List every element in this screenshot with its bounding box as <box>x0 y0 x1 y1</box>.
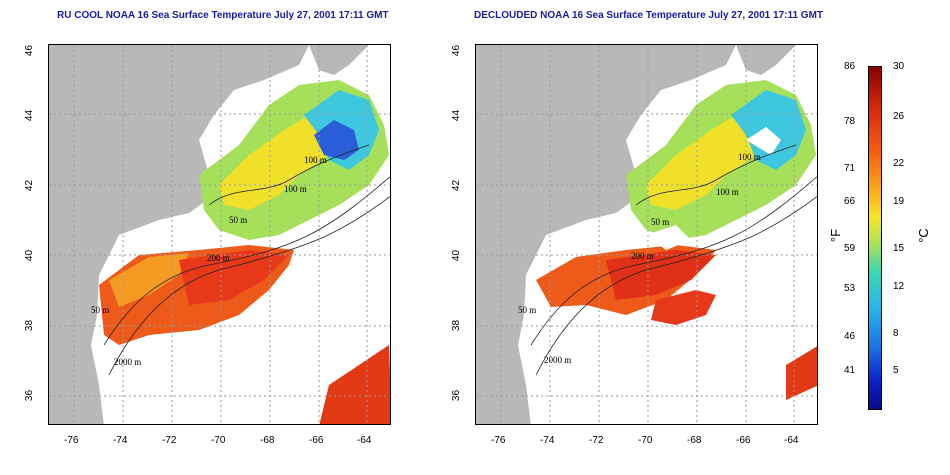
celsius-tick: 8 <box>893 328 899 339</box>
contour-label: 2000 m <box>114 357 141 367</box>
left-lon-tick: -70 <box>211 435 226 446</box>
fahrenheit-tick: 78 <box>844 116 856 127</box>
left-lon-tick: -64 <box>357 435 372 446</box>
right-lat-tick: 44 <box>451 109 463 122</box>
contour-label: 50 m <box>91 305 109 315</box>
left-lat-tick: 38 <box>24 319 36 332</box>
fahrenheit-tick: 86 <box>844 61 856 72</box>
right-lon-tick: -64 <box>784 435 799 446</box>
right-lon-tick: -66 <box>736 435 751 446</box>
right-lat-tick: 46 <box>451 44 463 57</box>
fahrenheit-tick: 71 <box>844 163 856 174</box>
left-map-panel: 100 m 100 m 50 m 200 m 50 m 2000 m <box>48 44 391 425</box>
fahrenheit-tick: 59 <box>844 243 856 254</box>
fahrenheit-tick: 41 <box>844 365 856 376</box>
contour-label: 100 m <box>284 184 307 194</box>
temperature-colorbar <box>868 66 882 410</box>
celsius-tick: 22 <box>893 158 905 169</box>
contour-label: 100 m <box>716 187 739 197</box>
contour-label: 50 m <box>229 215 247 225</box>
right-lat-tick: 38 <box>451 319 463 332</box>
left-lon-tick: -66 <box>309 435 324 446</box>
left-lon-tick: -74 <box>113 435 128 446</box>
right-lon-tick: -68 <box>687 435 702 446</box>
left-lat-tick: 44 <box>24 109 36 122</box>
left-lat-tick: 40 <box>24 249 36 262</box>
contour-label: 100 m <box>304 155 327 165</box>
fahrenheit-unit-label: °F <box>828 228 844 243</box>
contour-label: 2000 m <box>544 355 571 365</box>
right-lat-tick: 42 <box>451 179 463 192</box>
right-lat-tick: 36 <box>451 389 463 402</box>
right-lon-tick: -74 <box>540 435 555 446</box>
left-lat-tick: 36 <box>24 389 36 402</box>
celsius-unit-label: °C <box>915 228 931 243</box>
left-lat-tick: 46 <box>24 44 36 57</box>
celsius-tick: 19 <box>893 196 905 207</box>
right-lat-tick: 40 <box>451 249 463 262</box>
right-lon-tick: -70 <box>638 435 653 446</box>
left-map-title: RU COOL NOAA 16 Sea Surface Temperature … <box>57 10 389 21</box>
right-map-title: DECLOUDED NOAA 16 Sea Surface Temperatur… <box>474 10 824 21</box>
celsius-tick: 15 <box>893 243 905 254</box>
fahrenheit-tick: 53 <box>844 283 856 294</box>
contour-label: 50 m <box>518 305 536 315</box>
right-lon-tick: -76 <box>491 435 506 446</box>
right-lon-tick: -72 <box>589 435 604 446</box>
celsius-tick: 5 <box>893 365 899 376</box>
left-sst-map: 100 m 100 m 50 m 200 m 50 m 2000 m <box>49 45 390 424</box>
celsius-tick: 30 <box>893 61 905 72</box>
fahrenheit-tick: 46 <box>844 331 856 342</box>
right-map-panel: 100 m 100 m 50 m 200 m 50 m 2000 m <box>475 44 818 425</box>
celsius-tick: 12 <box>893 281 905 292</box>
contour-label: 50 m <box>651 217 669 227</box>
right-sst-map: 100 m 100 m 50 m 200 m 50 m 2000 m <box>476 45 817 424</box>
fahrenheit-tick: 66 <box>844 196 856 207</box>
contour-label: 200 m <box>207 253 230 263</box>
celsius-tick: 26 <box>893 111 905 122</box>
contour-label: 100 m <box>738 152 761 162</box>
left-lon-tick: -72 <box>162 435 177 446</box>
contour-label: 200 m <box>631 251 654 261</box>
left-lon-tick: -76 <box>64 435 79 446</box>
left-lon-tick: -68 <box>260 435 275 446</box>
left-lat-tick: 42 <box>24 179 36 192</box>
